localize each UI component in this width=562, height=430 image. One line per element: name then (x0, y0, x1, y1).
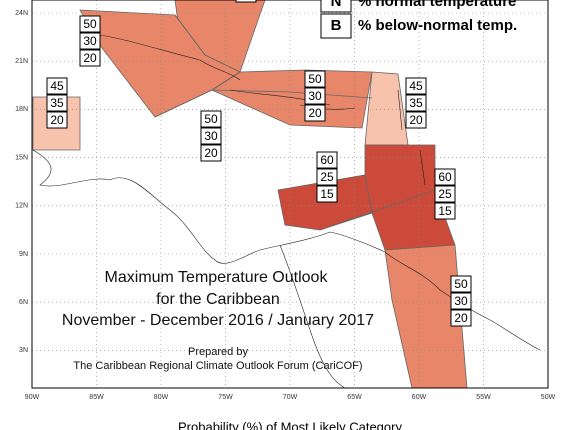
regions (32, 0, 468, 389)
legend-text: % normal temperature (358, 0, 516, 10)
legend-key-box (320, 0, 352, 13)
probability-labels: 20 50 30 20 45 35 20 50 30 20 50 30 20 45 35 20 60 25 15 60… (46, 0, 472, 327)
lon-label: 60W (412, 394, 427, 401)
probability: 25 (320, 170, 334, 184)
probability-box (450, 309, 472, 327)
probability: 20 (50, 113, 64, 127)
probability: 20 (454, 311, 468, 325)
legend: N % normal temperature B % below-normal … (320, 0, 517, 39)
probability: 50 (308, 72, 322, 86)
legend-text: % below-normal temp. (358, 17, 517, 34)
probability: 50 (83, 17, 97, 31)
probability-box (434, 185, 456, 203)
probability-box (405, 94, 427, 112)
probability-box (200, 110, 222, 128)
probability: 30 (308, 89, 322, 103)
legend-key: B (331, 17, 342, 34)
lon-label: 65W (347, 394, 362, 401)
lat-label: 15N (15, 154, 28, 161)
probability-box (316, 185, 338, 203)
lon-label: 90W (25, 394, 40, 401)
probability: 20 (409, 113, 423, 127)
prepared-by: Prepared by (188, 346, 248, 358)
probability: 20 (239, 0, 253, 1)
lat-label: 9N (19, 251, 28, 258)
probability-box (304, 70, 326, 88)
probability: 20 (308, 106, 322, 120)
probability: 60 (438, 170, 452, 184)
probability: 30 (454, 294, 468, 308)
region (364, 71, 409, 146)
title-line: for the Caribbean (156, 291, 280, 308)
lat-label: 24N (15, 10, 28, 17)
probability: 60 (320, 153, 334, 167)
legend-key: N (331, 0, 342, 10)
footer: Probability (%) of Most Likely Category (178, 419, 402, 430)
title-line: Maximum Temperature Outlook (105, 269, 329, 286)
region-divider (154, 14, 436, 231)
probability-box (79, 15, 101, 33)
lat-label: 6N (19, 299, 28, 306)
lat-label: 21N (15, 58, 28, 65)
lon-label: 85W (89, 394, 104, 401)
probability: 30 (83, 34, 97, 48)
probability-box (304, 87, 326, 105)
lon-label: 50W (541, 394, 556, 401)
lat-label: 12N (15, 203, 28, 210)
probability: 45 (50, 79, 64, 93)
lat-label: 18N (15, 106, 28, 113)
coastline (32, 34, 541, 389)
legend-key-box (320, 13, 352, 39)
probability: 35 (409, 96, 423, 110)
probability-box (450, 292, 472, 310)
lat-label: 3N (19, 347, 28, 354)
probability: 35 (50, 96, 64, 110)
lon-label: 70W (283, 394, 298, 401)
probability-box (200, 144, 222, 162)
title-line: November - December 2016 / January 2017 (62, 312, 374, 329)
probability-box (46, 94, 68, 112)
probability-box (79, 32, 101, 50)
probability: 20 (83, 51, 97, 65)
probability: 50 (454, 277, 468, 291)
probability-box (304, 104, 326, 122)
organization: The Caribbean Regional Climate Outlook F… (73, 360, 362, 372)
lon-label: 55W (476, 394, 491, 401)
region (211, 69, 373, 129)
map-frame (31, 0, 549, 389)
probability: 15 (320, 187, 334, 201)
lon-label: 80W (154, 394, 169, 401)
probability-box (434, 202, 456, 220)
probability-box (316, 151, 338, 169)
probability-box (46, 77, 68, 95)
probability-box (79, 49, 101, 67)
lon-label: 75W (218, 394, 233, 401)
probability: 25 (438, 187, 452, 201)
probability: 15 (438, 204, 452, 218)
probability-box (235, 0, 257, 3)
probability-box (405, 111, 427, 129)
probability-box (200, 127, 222, 145)
probability: 50 (204, 112, 218, 126)
probability-box (46, 111, 68, 129)
probability: 30 (204, 129, 218, 143)
probability: 20 (204, 146, 218, 160)
probability-box (405, 77, 427, 95)
probability: 45 (409, 79, 423, 93)
probability-box (450, 275, 472, 293)
probability-box (434, 168, 456, 186)
probability-box (316, 168, 338, 186)
